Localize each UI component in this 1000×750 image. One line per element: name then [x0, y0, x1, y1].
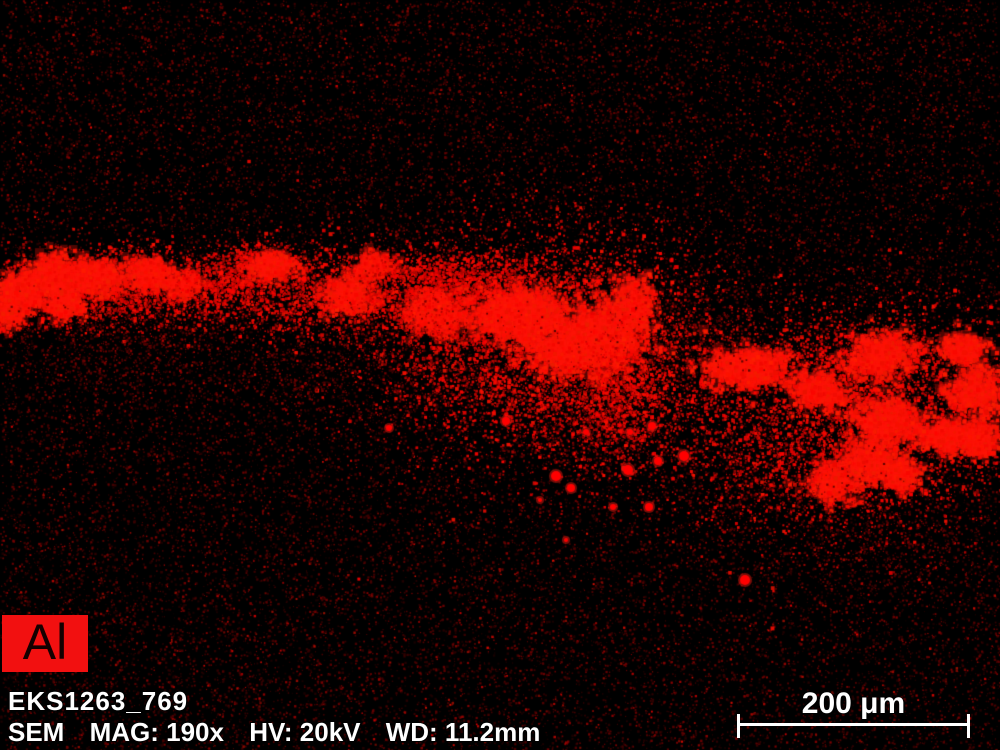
- element-label-box: Al: [2, 615, 88, 672]
- info-magnification: MAG: 190x: [89, 717, 224, 747]
- sample-id-label: EKS1263_769: [8, 686, 189, 716]
- scale-bar-right-tick: [967, 714, 970, 738]
- sem-info-bar: SEM MAG: 190x HV: 20kV WD: 11.2mm: [8, 717, 540, 748]
- scale-bar-left-tick: [737, 714, 740, 738]
- element-label: Al: [22, 613, 68, 670]
- scale-bar: 200 μm: [737, 687, 970, 742]
- info-sem: SEM: [8, 717, 65, 747]
- info-high-voltage: HV: 20kV: [249, 717, 361, 747]
- scale-bar-line: [737, 723, 970, 726]
- scale-bar-label: 200 μm: [801, 687, 906, 720]
- info-working-distance: WD: 11.2mm: [385, 717, 541, 747]
